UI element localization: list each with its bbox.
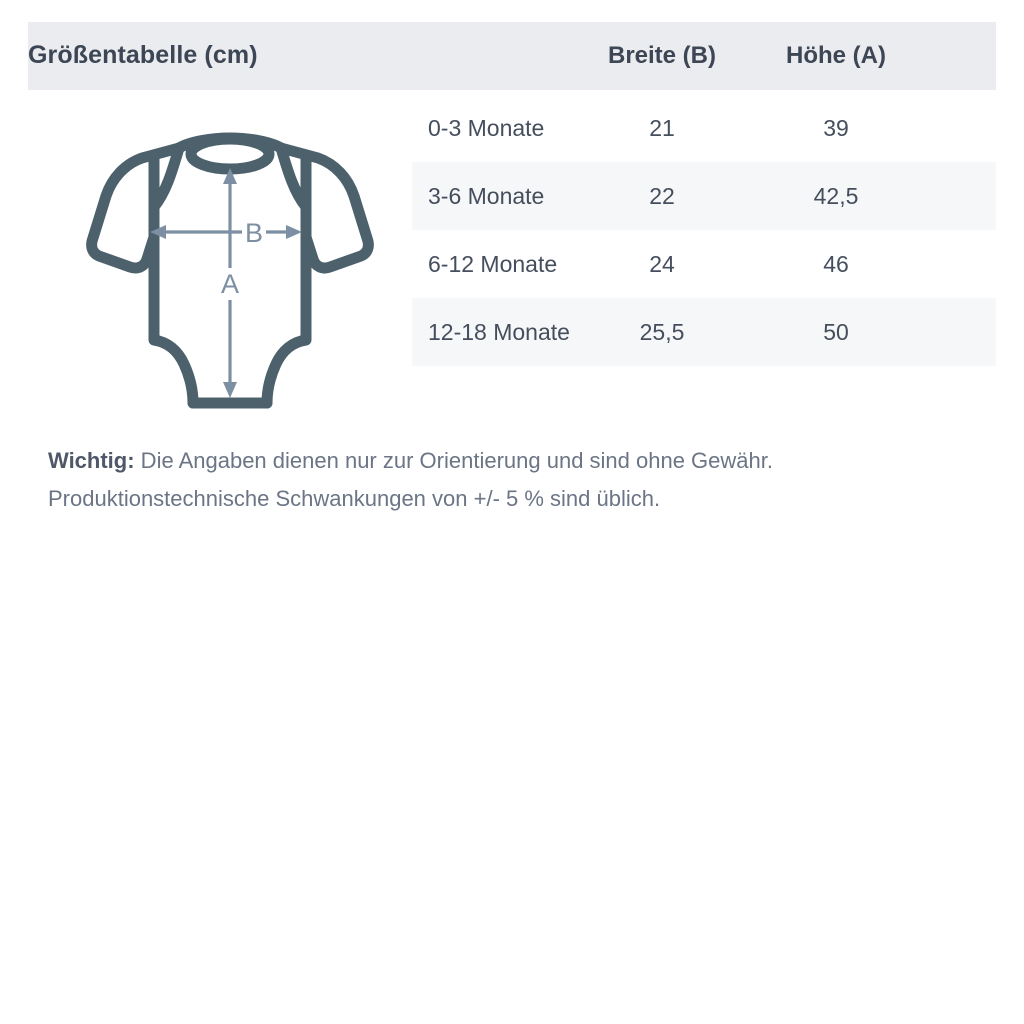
cell-size: 12-18 Monate <box>428 319 570 345</box>
column-header-width: Breite (B) <box>607 42 716 69</box>
table-row: 0-3 Monate 21 39 <box>412 94 996 162</box>
cell-width: 24 <box>649 251 675 277</box>
cell-height: 42,5 <box>813 183 859 209</box>
cell-width: 22 <box>649 183 675 209</box>
bodysuit-illustration: A B <box>60 110 400 420</box>
cell-size: 6-12 Monate <box>428 251 558 277</box>
height-label: A <box>221 269 239 299</box>
cell-height: 46 <box>823 251 849 277</box>
size-table: 0-3 Monate 21 39 3-6 Monate 22 42,5 6-12… <box>412 94 996 366</box>
disclaimer-note: Wichtig: Die Angaben dienen nur zur Orie… <box>48 442 978 518</box>
cell-size: 3-6 Monate <box>428 183 545 209</box>
table-row: 3-6 Monate 22 42,5 <box>412 162 996 230</box>
page-title: Größentabelle (cm) <box>28 41 258 69</box>
disclaimer-line-2: Produktionstechnische Schwankungen von +… <box>48 486 661 511</box>
table-header-band <box>28 22 996 90</box>
width-label: B <box>245 218 263 248</box>
cell-width: 21 <box>649 115 675 141</box>
column-header-height: Höhe (A) <box>786 42 886 69</box>
cell-size: 0-3 Monate <box>428 115 545 141</box>
cell-height: 39 <box>823 115 849 141</box>
cell-width: 25,5 <box>639 319 685 345</box>
table-row: 12-18 Monate 25,5 50 <box>412 298 996 366</box>
table-row: 6-12 Monate 24 46 <box>412 230 996 298</box>
cell-height: 50 <box>823 319 849 345</box>
disclaimer-lead: Wichtig: <box>48 448 135 473</box>
disclaimer-line-1: Die Angaben dienen nur zur Orientierung … <box>134 448 773 473</box>
